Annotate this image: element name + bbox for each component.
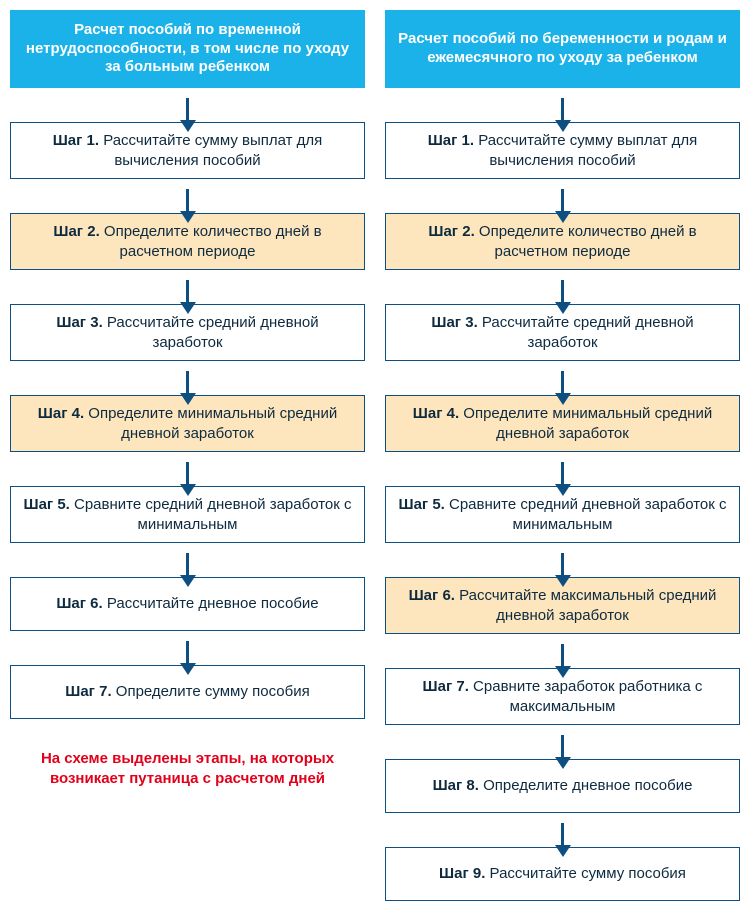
step-number: Шаг 4.	[413, 405, 459, 422]
arrow	[10, 543, 365, 577]
right-header: Расчет пособий по беременности и родам и…	[385, 10, 740, 88]
step-text: Рассчитайте дневное пособие	[103, 595, 319, 612]
step-number: Шаг 6.	[409, 587, 455, 604]
flowchart-columns: Расчет пособий по временной нетрудоспосо…	[10, 10, 740, 901]
step-text: Рассчитайте максимальный средний дневной…	[455, 587, 716, 624]
step-text: Определите количество дней в расчетном п…	[100, 223, 322, 260]
arrow	[385, 88, 740, 122]
arrow	[385, 270, 740, 304]
arrow	[385, 179, 740, 213]
step-number: Шаг 1.	[428, 132, 474, 149]
step-number: Шаг 1.	[53, 132, 99, 149]
step-number: Шаг 2.	[428, 223, 474, 240]
step-number: Шаг 7.	[423, 678, 469, 695]
step-text: Определите дневное пособие	[479, 777, 693, 794]
step-text: Сравните заработок работника с максималь…	[469, 678, 703, 715]
step-text: Рассчитайте сумму выплат для вычисления …	[99, 132, 322, 169]
flowchart-right-column: Расчет пособий по беременности и родам и…	[385, 10, 740, 901]
step-number: Шаг 3.	[431, 314, 477, 331]
step-text: Определите сумму пособия	[112, 683, 310, 700]
arrow	[385, 813, 740, 847]
arrow	[385, 634, 740, 668]
step-number: Шаг 8.	[433, 777, 479, 794]
arrow	[385, 725, 740, 759]
step-text: Определите минимальный средний дневной з…	[84, 405, 337, 442]
arrow	[10, 179, 365, 213]
step-text: Рассчитайте средний дневной заработок	[478, 314, 694, 351]
step-text: Сравните средний дневной заработок с мин…	[70, 496, 352, 533]
arrow	[385, 452, 740, 486]
arrow	[385, 543, 740, 577]
step-number: Шаг 5.	[399, 496, 445, 513]
step-number: Шаг 5.	[24, 496, 70, 513]
step-text: Рассчитайте сумму выплат для вычисления …	[474, 132, 697, 169]
left-header: Расчет пособий по временной нетрудоспосо…	[10, 10, 365, 88]
step-text: Определите количество дней в расчетном п…	[475, 223, 697, 260]
arrow	[10, 361, 365, 395]
step-number: Шаг 4.	[38, 405, 84, 422]
step-number: Шаг 7.	[65, 683, 111, 700]
flowchart-left-column: Расчет пособий по временной нетрудоспосо…	[10, 10, 365, 790]
arrow	[10, 452, 365, 486]
step-number: Шаг 3.	[56, 314, 102, 331]
step-number: Шаг 2.	[53, 223, 99, 240]
arrow	[10, 270, 365, 304]
highlight-note: На схеме выделены этапы, на которых возн…	[10, 749, 365, 790]
arrow	[385, 361, 740, 395]
step-text: Рассчитайте средний дневной заработок	[103, 314, 319, 351]
arrow	[10, 88, 365, 122]
step-text: Сравните средний дневной заработок с мин…	[445, 496, 727, 533]
step-number: Шаг 6.	[56, 595, 102, 612]
arrow	[10, 631, 365, 665]
step-text: Определите минимальный средний дневной з…	[459, 405, 712, 442]
